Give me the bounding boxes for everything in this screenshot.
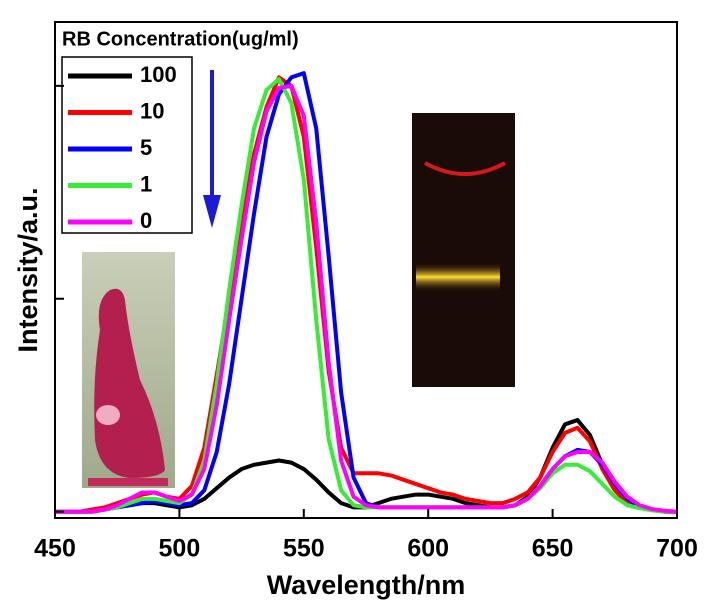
legend-label: 5 [140, 135, 152, 160]
series-line [55, 77, 677, 514]
x-tick-label: 450 [34, 535, 76, 563]
legend-label: 1 [140, 171, 152, 196]
x-tick-label: 650 [532, 535, 574, 563]
legend-title: RB Concentration(ug/ml) [62, 28, 299, 50]
series-line [55, 83, 678, 514]
x-tick-label: 550 [283, 535, 325, 563]
legend-label: 10 [140, 98, 164, 123]
x-tick-label: 500 [159, 535, 201, 563]
legend-box [61, 56, 193, 234]
cuvette-photo [82, 252, 175, 488]
fluorescence-photo [412, 113, 515, 387]
y-axis-label: Intensity/a.u. [13, 187, 43, 352]
plot-frame [54, 21, 678, 519]
legend-label: 100 [140, 62, 177, 87]
arrow [203, 70, 221, 228]
x-tick-label: 700 [656, 535, 698, 563]
plot-area [55, 71, 678, 514]
x-axis-label: Wavelength/nm [267, 570, 466, 600]
legend-label: 0 [140, 208, 152, 233]
x-tick-label: 600 [407, 535, 449, 563]
